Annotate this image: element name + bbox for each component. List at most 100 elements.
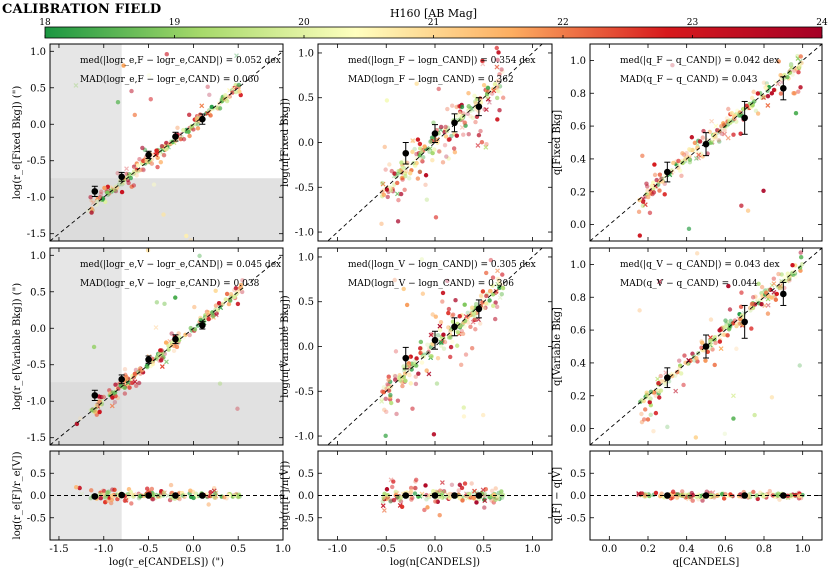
data-point <box>385 496 391 501</box>
y-tick-label: 0.0 <box>298 138 314 149</box>
data-point <box>381 385 387 390</box>
y-tick-label: -0.5 <box>27 360 46 371</box>
data-point <box>136 369 141 375</box>
data-point <box>381 507 387 513</box>
data-point <box>129 380 134 386</box>
data-point <box>410 149 415 155</box>
data-point <box>429 135 435 140</box>
panel-frame <box>589 247 823 446</box>
data-point <box>796 490 801 496</box>
y-tick-label: 1.0 <box>570 56 586 67</box>
data-point <box>449 482 455 487</box>
data-point <box>716 137 721 143</box>
data-point <box>798 54 803 59</box>
data-point <box>652 172 658 178</box>
data-point <box>124 171 129 177</box>
data-point <box>393 349 399 354</box>
data-point <box>474 500 479 505</box>
data-point <box>382 144 387 150</box>
data-point <box>496 50 501 55</box>
data-point <box>379 399 385 404</box>
one-to-one-line <box>327 248 543 445</box>
data-point <box>151 182 157 187</box>
data-point <box>391 479 396 484</box>
data-point <box>493 497 498 502</box>
data-point <box>798 250 803 255</box>
data-point <box>494 45 499 51</box>
data-point <box>482 493 487 498</box>
data-point <box>487 99 492 105</box>
data-point <box>481 82 487 88</box>
data-point <box>131 164 137 169</box>
x-tick-label: -1.5 <box>49 544 68 555</box>
data-point <box>449 313 455 318</box>
data-point <box>178 136 184 142</box>
x-tick-label: -1.0 <box>328 544 347 555</box>
x-tick-label: 0.6 <box>717 544 733 555</box>
data-point <box>738 131 743 136</box>
data-point <box>389 168 394 174</box>
data-point <box>729 110 734 116</box>
data-point <box>457 111 463 116</box>
data-point <box>446 310 451 316</box>
data-point <box>759 284 765 290</box>
data-point <box>637 233 643 238</box>
data-point <box>680 151 685 156</box>
data-point <box>710 138 716 143</box>
binned-median <box>451 323 458 331</box>
data-point <box>432 147 437 152</box>
data-point <box>798 255 804 260</box>
panel-frame <box>589 43 823 242</box>
data-point <box>481 306 487 311</box>
panel-plot-area <box>50 248 283 445</box>
data-point <box>380 181 386 187</box>
data-point <box>645 184 650 189</box>
data-point <box>187 133 192 139</box>
panel-q_var: med(|q_V − q_CAND|) = 0.043 dex MAD(q_V −… <box>552 247 823 446</box>
binned-median <box>172 335 179 343</box>
data-point <box>640 203 646 209</box>
data-point <box>208 490 213 495</box>
data-point <box>767 488 772 494</box>
data-point <box>150 496 156 502</box>
data-point <box>131 169 137 174</box>
data-point <box>217 381 223 386</box>
data-point <box>168 482 174 488</box>
data-point <box>657 188 662 193</box>
data-point <box>384 98 390 103</box>
data-point <box>715 492 720 498</box>
data-point <box>480 300 485 305</box>
data-point <box>788 65 794 70</box>
data-point <box>646 194 651 200</box>
data-point <box>483 144 489 150</box>
data-point <box>653 393 658 398</box>
data-point <box>776 271 781 277</box>
data-point <box>400 177 405 182</box>
y-tick-label: 0.8 <box>570 293 586 304</box>
data-point <box>728 492 733 497</box>
data-point <box>777 285 783 291</box>
colorbar-tick-label: 21 <box>428 18 439 28</box>
data-point <box>240 278 245 283</box>
data-point <box>122 391 128 396</box>
data-point <box>442 494 447 500</box>
stat-median: med(|logr_e,V − logr_e,CAND|) = 0.045 de… <box>80 259 281 270</box>
binned-median <box>780 85 787 92</box>
data-point <box>650 191 655 197</box>
data-point <box>445 125 450 130</box>
data-point <box>433 314 438 319</box>
stat-median: med(|q_V − q_CAND|) = 0.043 dex <box>620 259 780 270</box>
data-point <box>448 335 453 340</box>
data-point <box>419 257 425 262</box>
data-point <box>448 344 454 350</box>
data-point <box>700 498 705 503</box>
data-point <box>648 396 653 401</box>
data-point <box>167 497 173 503</box>
data-point <box>171 348 177 354</box>
data-point <box>392 373 397 378</box>
data-point <box>392 277 397 283</box>
data-point <box>395 171 400 177</box>
data-point <box>686 357 692 363</box>
data-point <box>753 294 758 299</box>
data-point <box>204 309 210 315</box>
